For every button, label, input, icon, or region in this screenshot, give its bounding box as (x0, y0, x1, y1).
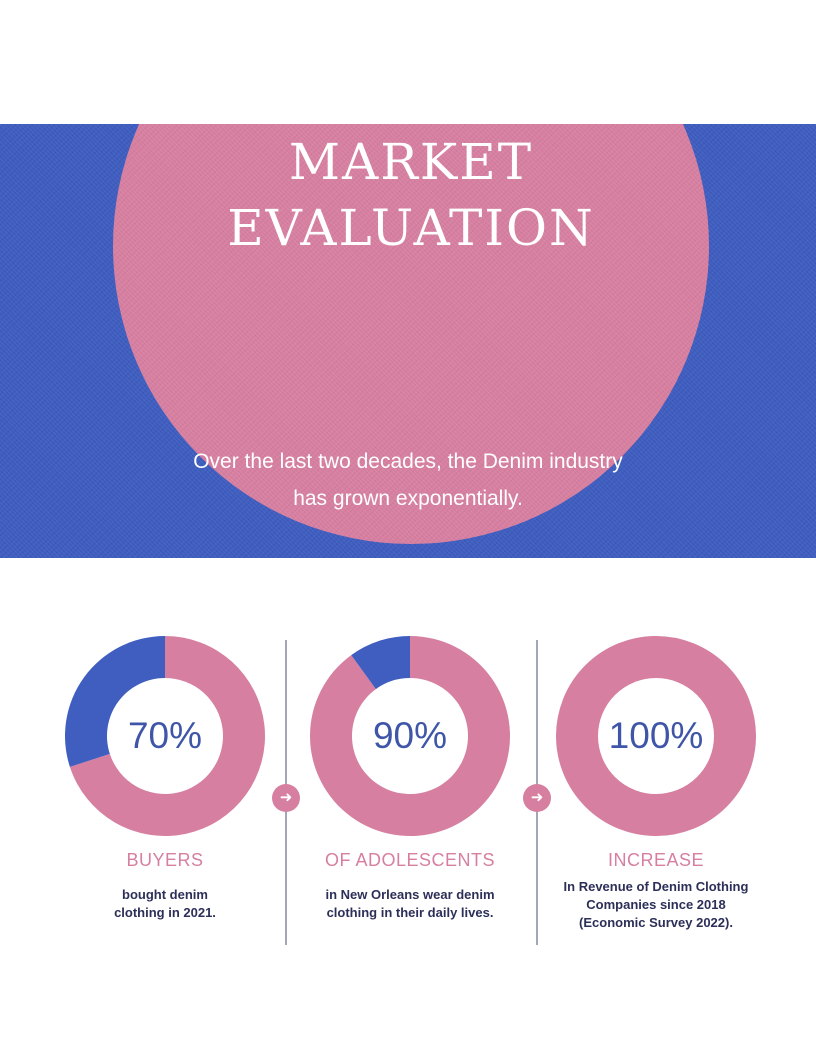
donut-chart-increase (556, 636, 756, 836)
description-line: clothing in their daily lives. (326, 905, 494, 920)
donut-value-adolescents: 90% (372, 715, 448, 756)
subtitle-line2: has grown exponentially. (293, 487, 523, 510)
subtitle-line1: Over the last two decades, the Denim ind… (193, 450, 623, 473)
donut-chart-buyers (65, 636, 265, 836)
arrow-right-icon: ➜ (523, 784, 551, 812)
metric-label-increase: INCREASE (607, 850, 705, 870)
hero-band (0, 124, 816, 558)
donut-slice-1 (556, 636, 756, 836)
description-line: clothing in 2021. (114, 905, 216, 920)
subtitle: Over the last two decades, the Denim ind… (108, 443, 708, 517)
description-line: Companies since 2018 (586, 897, 726, 912)
donut-slice-2 (351, 636, 410, 690)
metric-label-buyers: BUYERS (126, 850, 204, 870)
metric-description-buyers: bought denim clothing in 2021. (50, 886, 280, 922)
donut-chart-adolescents (310, 636, 510, 836)
description-line: bought denim (122, 887, 208, 902)
donut-slice-1 (69, 636, 265, 836)
donut-value-buyers: 70% (127, 715, 203, 756)
donut-slice-1 (310, 636, 510, 836)
arrow-right-icon: ➜ (272, 784, 300, 812)
metric-label-adolescents: OF ADOLESCENTS (324, 850, 496, 870)
description-line: in New Orleans wear denim (325, 887, 495, 902)
page-title-line2: EVALUATION (227, 199, 595, 257)
metric-description-increase: In Revenue of Denim Clothing Companies s… (541, 878, 771, 932)
donut-value-increase: 100% (608, 715, 704, 756)
description-line: (Economic Survey 2022). (579, 915, 733, 930)
metric-description-adolescents: in New Orleans wear denim clothing in th… (295, 886, 525, 922)
donut-slice-2 (65, 636, 165, 767)
page-title-line1: MARKET (288, 133, 534, 191)
description-line: In Revenue of Denim Clothing (563, 879, 749, 894)
